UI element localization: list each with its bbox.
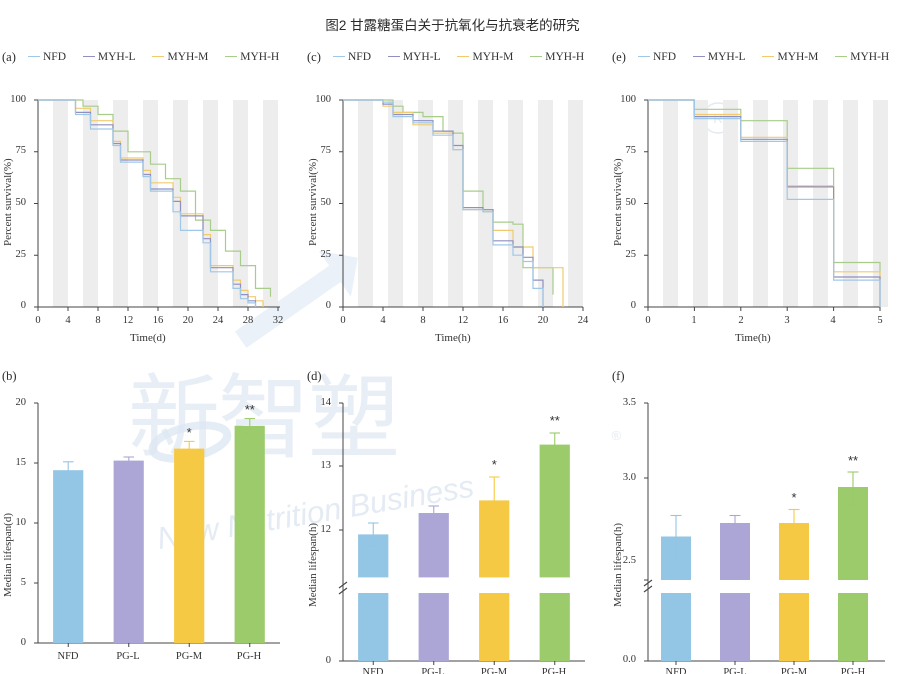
svg-text:*: * — [187, 425, 192, 440]
svg-text:**: ** — [848, 453, 858, 468]
svg-text:**: ** — [245, 402, 255, 417]
svg-text:*: * — [492, 457, 497, 472]
svg-text:**: ** — [550, 413, 560, 428]
svg-text:*: * — [791, 490, 796, 505]
